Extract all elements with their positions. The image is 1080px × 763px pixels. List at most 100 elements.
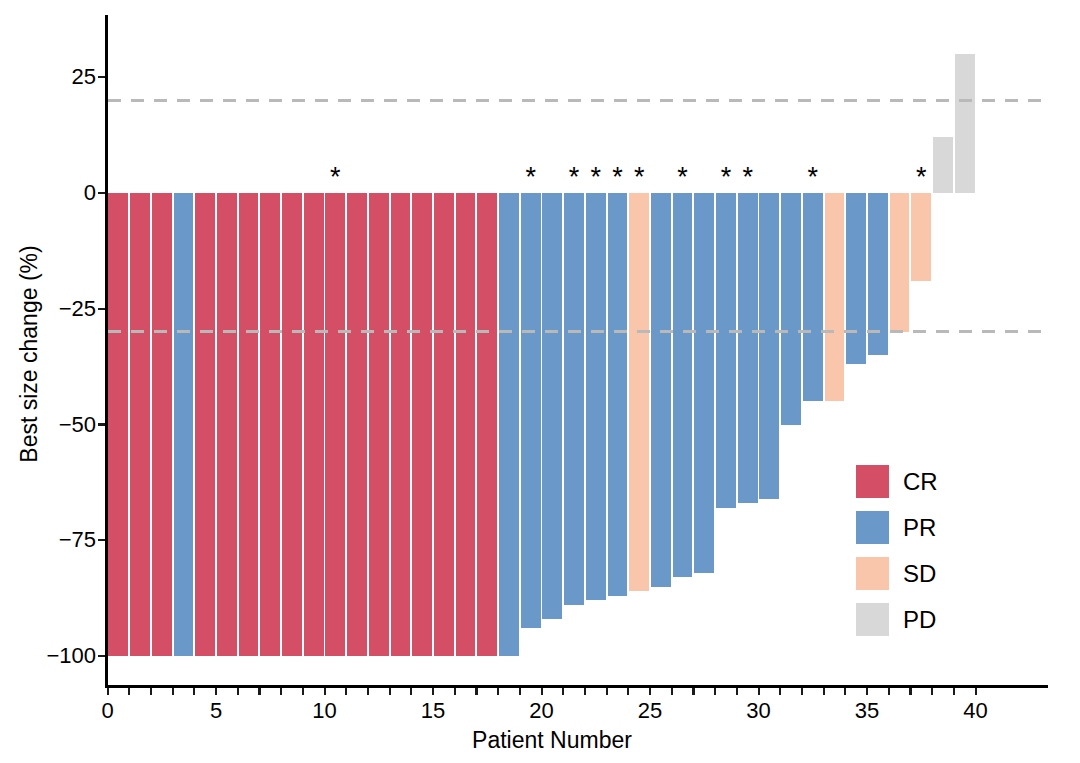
x-axis-tick [758,688,760,695]
x-tick-label: 40 [946,699,1006,723]
annotation-asterisk: * [624,162,654,192]
annotation-asterisk: * [320,162,350,192]
x-axis-tick [497,688,499,695]
waterfall-chart: Best size change (%) Patient Number CR P… [0,0,1080,763]
patient-bar [239,193,259,656]
y-axis-tick [98,76,106,78]
patient-bar [521,193,541,628]
x-axis-tick [953,688,955,695]
x-axis-tick [649,688,651,695]
x-axis-title: Patient Number [372,727,732,754]
x-axis-tick [909,688,911,695]
patient-bar [586,193,606,600]
legend-label-cr: CR [903,465,938,498]
x-axis-tick [519,688,521,695]
patient-bar [456,193,476,656]
patient-bar [304,193,324,656]
patient-bar [716,193,736,508]
patient-bar [781,193,801,425]
y-tick-label: 0 [26,181,96,205]
patient-bar [825,193,845,401]
y-tick-label: −50 [26,413,96,437]
patient-bar [130,193,150,656]
x-axis-tick [888,688,890,695]
patient-bar [759,193,779,499]
x-axis-tick [562,688,564,695]
patient-bar [911,193,931,281]
x-axis-line [105,685,1048,688]
x-tick-label: 25 [620,699,680,723]
patient-bar [108,193,128,656]
x-axis-tick [627,688,629,695]
x-axis-tick [280,688,282,695]
patient-bar [564,193,584,605]
patient-bar [412,193,432,656]
x-axis-tick [779,688,781,695]
x-axis-tick [475,688,477,695]
x-tick-label: 30 [729,699,789,723]
y-axis-tick [98,655,106,657]
annotation-asterisk: * [733,162,763,192]
patient-bar [890,193,910,332]
patient-bar [955,54,975,193]
annotation-asterisk: * [668,162,698,192]
sd-color-swatch [856,557,889,590]
patient-bar [542,193,562,619]
patient-bar [325,193,345,656]
patient-bar [673,193,693,577]
x-axis-tick [606,688,608,695]
reference-dashed-line [108,330,1049,333]
x-axis-tick [541,688,543,695]
y-axis-tick [98,423,106,425]
annotation-asterisk: * [906,162,936,192]
x-axis-tick [432,688,434,695]
patient-bar [217,193,237,656]
x-axis-tick [823,688,825,695]
x-axis-tick [844,688,846,695]
legend-item-sd: SD [856,557,938,590]
y-tick-label: 25 [26,65,96,89]
legend-label-pd: PD [903,603,936,636]
patient-bar [347,193,367,656]
y-axis-tick [98,308,106,310]
reference-dashed-line [108,99,1049,102]
patient-bar [477,193,497,656]
x-axis-tick [866,688,868,695]
x-tick-label: 35 [837,699,897,723]
x-axis-tick [931,688,933,695]
x-axis-tick [107,688,109,695]
x-tick-label: 10 [295,699,355,723]
x-axis-tick [714,688,716,695]
x-axis-tick [150,688,152,695]
x-axis-tick [975,688,977,695]
x-axis-tick [584,688,586,695]
patient-bar [391,193,411,656]
patient-bar [174,193,194,656]
x-tick-label: 20 [512,699,572,723]
x-axis-tick [237,688,239,695]
x-axis-tick [345,688,347,695]
patient-bar [260,193,280,656]
x-tick-label: 15 [403,699,463,723]
x-axis-tick [410,688,412,695]
y-tick-label: −100 [26,644,96,668]
legend-item-pr: PR [856,511,938,544]
x-axis-tick [128,688,130,695]
pr-color-swatch [856,511,889,544]
y-tick-label: −75 [26,528,96,552]
legend-item-pd: PD [856,603,938,636]
patient-bar [846,193,866,364]
annotation-asterisk: * [798,162,828,192]
patient-bar [282,193,302,656]
annotation-asterisk: * [516,162,546,192]
patient-bar [738,193,758,503]
patient-bar [369,193,389,656]
y-axis-tick [98,539,106,541]
patient-bar [803,193,823,401]
x-axis-tick [324,688,326,695]
legend: CR PR SD PD [856,465,938,649]
cr-color-swatch [856,465,889,498]
patient-bar [499,193,519,656]
x-axis-tick [389,688,391,695]
x-axis-tick [172,688,174,695]
